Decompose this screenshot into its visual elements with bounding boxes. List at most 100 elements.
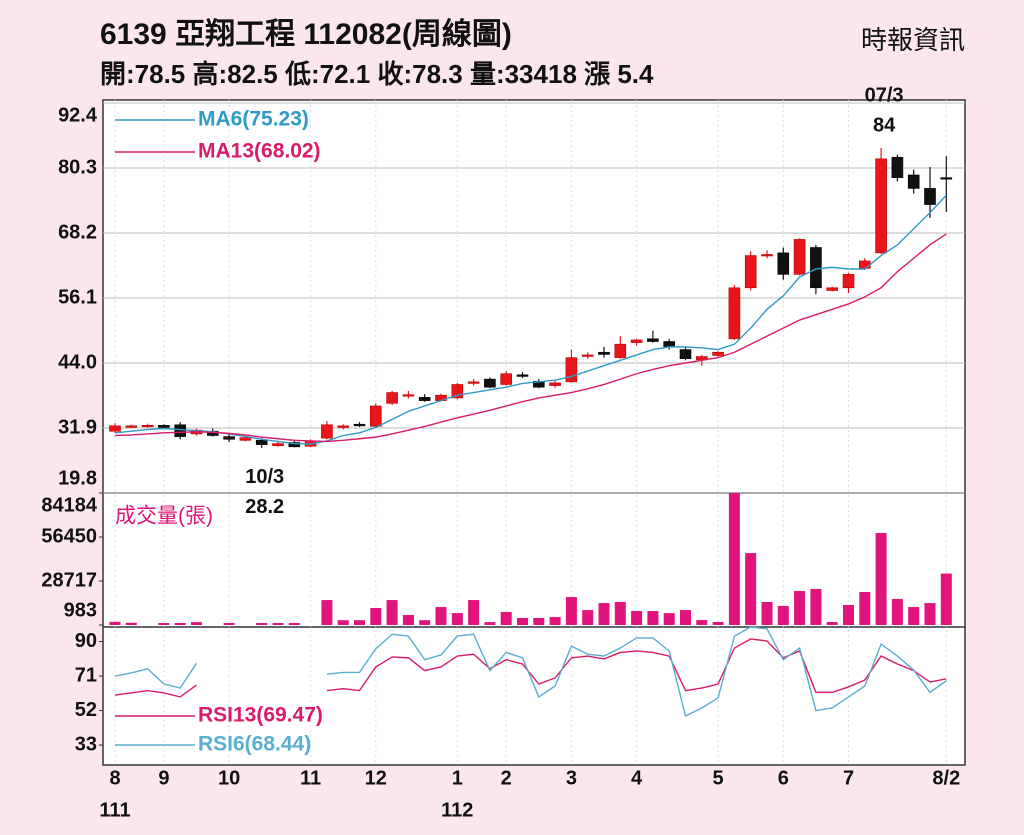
x-tick-label: 7 [843, 767, 854, 789]
candle-body [630, 339, 643, 343]
bar [810, 588, 822, 625]
bar [484, 622, 496, 625]
candle-body [614, 343, 627, 358]
candle-body [467, 381, 480, 384]
bar [272, 623, 284, 625]
candle-body [907, 174, 920, 189]
bar [663, 613, 675, 625]
bar [256, 623, 268, 625]
candle-body [712, 351, 724, 356]
series-line [114, 194, 947, 445]
bar [321, 600, 333, 625]
x-tick-label: 9 [158, 767, 169, 789]
bar [712, 621, 724, 625]
bar [500, 611, 512, 625]
x-tick-label: 4 [631, 767, 643, 789]
bar [468, 600, 480, 625]
candle-body [386, 392, 398, 404]
y-tick-label: 71 [75, 664, 97, 686]
y-tick-label: 56450 [41, 525, 97, 547]
bar [647, 611, 659, 625]
x-tick-label: 12 [365, 767, 387, 789]
bar [680, 610, 691, 625]
y-tick-label: 90 [75, 630, 97, 652]
bar [843, 604, 854, 625]
candle-body [858, 260, 871, 269]
candle-body [337, 425, 350, 428]
y-tick-label: 31.9 [58, 416, 97, 438]
annotation-date: 07/3 [865, 84, 904, 106]
candle-body [679, 349, 692, 360]
bar [761, 601, 773, 625]
bar [826, 621, 838, 625]
bar [451, 613, 463, 625]
y-tick-label: 80.3 [58, 156, 97, 178]
bar [875, 532, 887, 625]
y-tick-label: 983 [64, 599, 97, 621]
candle-body [581, 354, 594, 357]
candle-body [810, 247, 822, 289]
bar [517, 617, 528, 625]
candle-body [516, 374, 529, 377]
candle-body [369, 405, 382, 427]
candle-body [777, 252, 790, 275]
bar [924, 603, 936, 625]
x-sublabel: 112 [441, 799, 473, 821]
legend-label: MA6(75.23) [198, 108, 309, 131]
candle-body [418, 397, 431, 401]
x-sublabel: 111 [99, 799, 130, 821]
candle-body [826, 287, 839, 291]
legend-label: MA13(68.02) [198, 140, 321, 163]
candle-body [141, 425, 154, 428]
y-tick-label: 44.0 [58, 351, 97, 373]
bar [696, 620, 708, 625]
candle-body [288, 442, 301, 448]
bar [533, 617, 545, 625]
y-tick-label: 92.4 [58, 104, 98, 126]
x-tick-label: 2 [501, 767, 512, 789]
plot-frame [102, 99, 966, 766]
candle-body [598, 351, 610, 355]
legend-label: RSI6(68.44) [198, 733, 311, 756]
candle-body [744, 255, 757, 289]
x-tick-label: 11 [300, 767, 321, 789]
bar [223, 623, 235, 625]
x-tick-label: 1 [452, 767, 463, 789]
bar [859, 591, 871, 625]
annotation-value: 28.2 [245, 496, 284, 518]
bar [745, 553, 757, 625]
candle-body [321, 424, 333, 439]
bar [549, 617, 561, 625]
candle-body [647, 338, 659, 342]
candle-body [940, 177, 953, 180]
bar [728, 493, 740, 625]
candle-body [565, 357, 578, 383]
bar [908, 607, 920, 625]
candle-body [484, 378, 496, 388]
candle-body [239, 437, 252, 441]
bar [174, 623, 186, 625]
bar [794, 591, 806, 625]
candle-body [761, 254, 773, 257]
candle-body [255, 440, 268, 445]
bar [565, 597, 577, 625]
candle-body [402, 394, 415, 397]
series-line [114, 626, 947, 717]
y-tick-label: 19.8 [58, 467, 97, 489]
candle-body [891, 156, 904, 178]
bar [614, 601, 626, 625]
candle-body [174, 424, 186, 437]
annotation-date: 10/3 [245, 466, 284, 488]
bar [582, 610, 594, 625]
candle-body [451, 384, 464, 399]
candle-body [793, 239, 806, 275]
candle-body [842, 274, 855, 289]
y-tick-label: 68.2 [58, 221, 97, 243]
series-line [114, 638, 947, 698]
bar [288, 623, 300, 625]
bar [631, 611, 643, 625]
bar [337, 620, 349, 625]
candle-body [272, 443, 284, 447]
bar [891, 598, 903, 625]
candle-body [223, 436, 235, 440]
